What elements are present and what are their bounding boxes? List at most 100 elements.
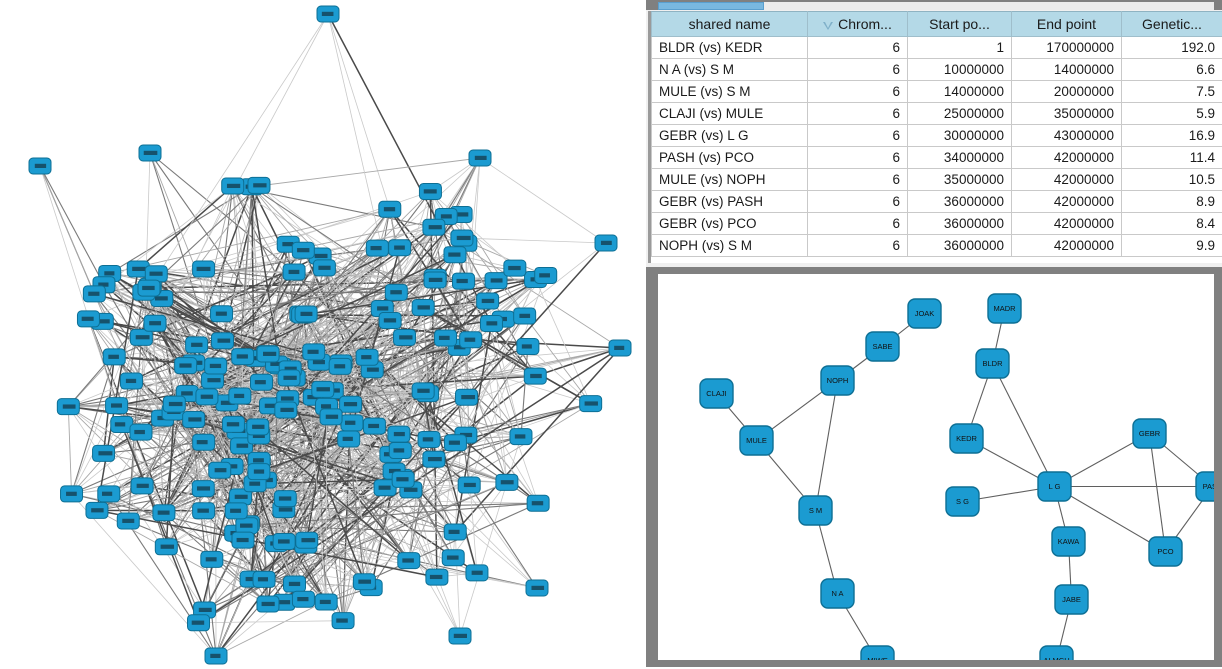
main-network-node[interactable] — [76, 310, 100, 328]
cell-genetic[interactable]: 11.4 — [1121, 146, 1222, 169]
main-network-node[interactable] — [246, 418, 270, 436]
main-network-node[interactable] — [92, 444, 116, 462]
main-network-edge[interactable] — [121, 365, 186, 425]
main-network-edge[interactable] — [235, 390, 424, 534]
table-row[interactable]: MULE (vs) NOPH 6 35000000 42000000 10.5 — [651, 168, 1222, 191]
main-network-node[interactable] — [465, 564, 489, 582]
main-network-edge[interactable] — [458, 347, 478, 573]
cell-shared_name[interactable]: GEBR (vs) PASH — [651, 190, 808, 213]
cell-chromosome[interactable]: 6 — [807, 102, 908, 125]
cell-shared_name[interactable]: GEBR (vs) L G — [651, 124, 808, 147]
main-network-node[interactable] — [337, 430, 361, 448]
main-network-node[interactable] — [388, 442, 412, 460]
main-network-edge[interactable] — [39, 165, 105, 285]
cell-shared_name[interactable]: MULE (vs) NOPH — [651, 168, 808, 191]
main-network-node[interactable] — [495, 473, 519, 491]
main-network-edge[interactable] — [302, 314, 327, 603]
main-network-node[interactable] — [204, 647, 228, 665]
main-network-node[interactable] — [291, 590, 315, 608]
node-shape[interactable] — [1051, 526, 1086, 557]
main-network-edge[interactable] — [422, 306, 592, 405]
main-network-edge[interactable] — [327, 13, 456, 256]
main-network-edge[interactable] — [96, 268, 140, 511]
main-network-node[interactable] — [417, 430, 441, 448]
main-network-edge[interactable] — [137, 268, 204, 489]
cell-chromosome[interactable]: 6 — [807, 234, 908, 257]
main-network-edge[interactable] — [454, 347, 621, 533]
main-network-node[interactable] — [277, 369, 301, 387]
cell-genetic[interactable]: 10.5 — [1121, 168, 1222, 191]
table-row[interactable]: N A (vs) S M 6 10000000 14000000 6.6 — [651, 58, 1222, 81]
main-network-node[interactable] — [256, 345, 280, 363]
main-network-edge[interactable] — [204, 481, 508, 611]
main-network-edge[interactable] — [461, 237, 522, 437]
main-network-edge[interactable] — [258, 396, 467, 473]
cell-genetic[interactable]: 9.9 — [1121, 234, 1222, 257]
main-network-node[interactable] — [388, 239, 412, 257]
cell-end_point[interactable]: 42000000 — [1011, 190, 1122, 213]
main-network-node[interactable] — [316, 5, 340, 23]
node-shape[interactable] — [860, 645, 895, 660]
main-network-edge[interactable] — [71, 287, 150, 495]
node-shape[interactable] — [820, 365, 855, 396]
main-network-edge[interactable] — [461, 237, 607, 244]
cell-chromosome[interactable]: 6 — [807, 124, 908, 147]
main-network-node[interactable] — [579, 395, 603, 413]
node-shape[interactable] — [987, 293, 1022, 324]
subnetwork-node[interactable]: SABE — [865, 331, 900, 362]
cell-start_point[interactable]: 10000000 — [907, 58, 1012, 81]
main-network-node[interactable] — [378, 200, 402, 218]
main-network-edge[interactable] — [403, 478, 507, 483]
main-network-node[interactable] — [82, 285, 106, 303]
main-network-node[interactable] — [443, 246, 467, 264]
subnetwork-node[interactable]: MULE — [739, 425, 774, 456]
cell-end_point[interactable]: 43000000 — [1011, 124, 1122, 147]
main-network-edge[interactable] — [535, 279, 592, 404]
subnetwork-node[interactable]: MIWE — [860, 645, 895, 660]
main-network-edge[interactable] — [148, 226, 434, 289]
main-network-edge[interactable] — [535, 347, 621, 377]
column-header-genetic[interactable]: Genetic... — [1121, 11, 1222, 37]
main-network-node[interactable] — [441, 549, 465, 567]
column-header-start_point[interactable]: Start po... — [907, 11, 1012, 37]
node-shape[interactable] — [1054, 584, 1089, 615]
cell-end_point[interactable]: 42000000 — [1011, 168, 1122, 191]
main-network-edge[interactable] — [173, 243, 289, 405]
main-network-node[interactable] — [411, 299, 435, 317]
main-network-node[interactable] — [221, 415, 245, 433]
cell-genetic[interactable]: 192.0 — [1121, 36, 1222, 59]
cell-genetic[interactable]: 7.5 — [1121, 80, 1222, 103]
tab-active-indicator[interactable] — [658, 2, 764, 10]
main-network-node[interactable] — [331, 612, 355, 630]
main-network-node[interactable] — [152, 504, 176, 522]
main-network-edge[interactable] — [468, 484, 538, 589]
main-network-node[interactable] — [60, 485, 84, 503]
main-network-edge[interactable] — [197, 445, 243, 623]
cell-shared_name[interactable]: N A (vs) S M — [651, 58, 808, 81]
edge-table[interactable]: shared name Chrom... Start po... End point G… — [651, 11, 1222, 257]
subnetwork-edge[interactable] — [1148, 433, 1167, 552]
cell-chromosome[interactable]: 6 — [807, 36, 908, 59]
node-shape[interactable] — [1195, 471, 1214, 502]
main-network-node[interactable] — [144, 265, 168, 283]
main-network-edge[interactable] — [141, 485, 236, 534]
main-network-edge[interactable] — [198, 436, 522, 624]
main-network-edge[interactable] — [313, 247, 378, 353]
main-network-edge[interactable] — [242, 315, 525, 358]
edge-table-panel[interactable]: shared name Chrom... Start po... End point G… — [646, 0, 1222, 267]
cell-chromosome[interactable]: 6 — [807, 168, 908, 191]
cell-start_point[interactable]: 34000000 — [907, 146, 1012, 169]
main-network-node[interactable] — [484, 272, 508, 290]
main-network-node[interactable] — [448, 627, 472, 645]
column-header-end_point[interactable]: End point — [1011, 11, 1122, 37]
cell-genetic[interactable]: 8.4 — [1121, 212, 1222, 235]
main-network-edge[interactable] — [284, 438, 350, 500]
subnetwork-node[interactable]: JABE — [1054, 584, 1089, 615]
main-network-edge[interactable] — [163, 314, 303, 513]
main-network-node[interactable] — [283, 575, 307, 593]
cell-end_point[interactable]: 14000000 — [1011, 58, 1122, 81]
main-network-node[interactable] — [256, 595, 280, 613]
cell-chromosome[interactable]: 6 — [807, 190, 908, 213]
cell-end_point[interactable]: 170000000 — [1011, 36, 1122, 59]
